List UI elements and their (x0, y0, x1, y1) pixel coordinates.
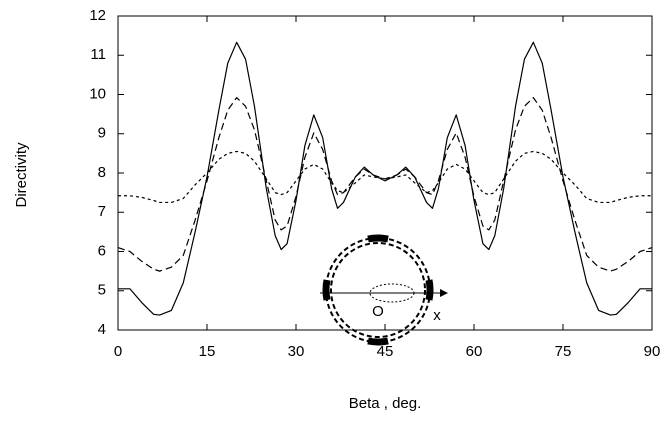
inner-ring (330, 242, 426, 338)
y-axis-label: Directivity (13, 142, 30, 208)
x-tick-label: 15 (199, 343, 216, 360)
plot-frame (117, 15, 653, 331)
outer-ring (325, 237, 431, 343)
y-tick-label: 11 (90, 46, 106, 63)
element-bottom (367, 337, 389, 346)
x-tick-label: 75 (555, 343, 572, 360)
x-tick-label: 60 (466, 343, 483, 360)
series-line (118, 150, 652, 204)
y-tick-label: 10 (89, 85, 106, 102)
y-tick-label: 7 (98, 203, 106, 220)
x-tick-label: 45 (377, 343, 394, 360)
y-tick-label: 5 (98, 282, 106, 299)
y-tick-label: 4 (98, 321, 106, 338)
element-right (425, 279, 434, 301)
series-line (117, 97, 653, 272)
x-axis-label: Beta , deg. (349, 395, 422, 412)
element-top (367, 234, 389, 243)
y-tick-label: 12 (89, 7, 106, 24)
x-tick-label: 90 (644, 343, 661, 360)
x-tick-label: 0 (114, 343, 122, 360)
inset-diagram: O x (320, 234, 448, 346)
series-line (118, 41, 652, 316)
origin-label: O (372, 303, 384, 320)
pattern-lobe (369, 283, 415, 303)
y-tick-label: 6 (98, 242, 106, 259)
arrow-head (440, 289, 448, 297)
element-left (322, 279, 331, 301)
x-tick-label: 30 (288, 343, 305, 360)
y-tick-label: 9 (98, 125, 106, 142)
y-tick-label: 8 (98, 164, 106, 181)
x-label: x (433, 307, 441, 324)
